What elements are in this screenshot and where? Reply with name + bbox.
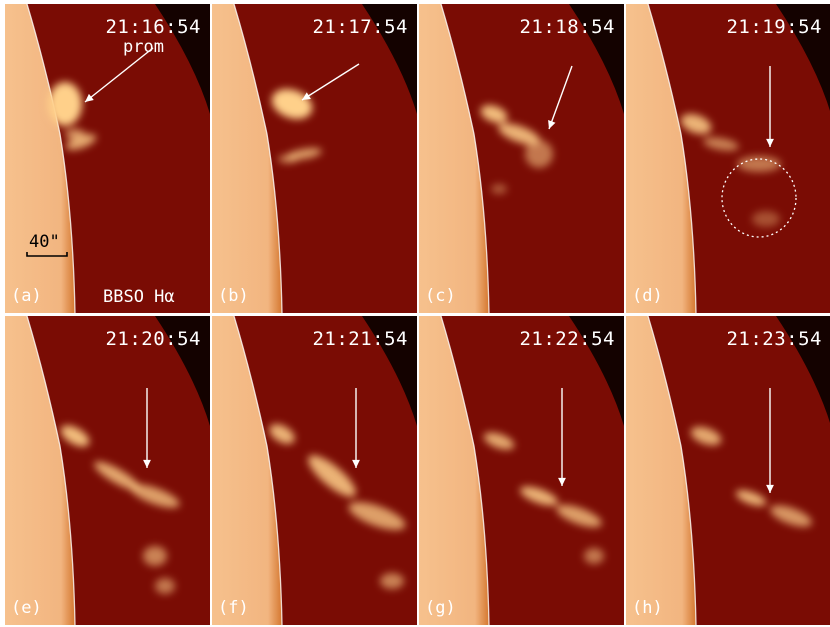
pointer-arrow [352, 388, 360, 468]
solar-limb-image [626, 316, 830, 625]
timestamp-label: 21:22:54 [519, 328, 615, 350]
cme-loop-outline [721, 158, 797, 238]
panel-label: (f) [218, 598, 249, 618]
scale-bar [26, 252, 68, 257]
halpha-frame-panel: 21:22:54 (g) [419, 316, 624, 625]
halpha-frame-panel: 21:21:54 (f) [212, 316, 417, 625]
image-mosaic: 21:16:54 (a) prom 40" BBSO Hα 21:17:54 (b) 21:1… [5, 4, 830, 626]
timestamp-label: 21:23:54 [726, 328, 822, 350]
pointer-arrow [766, 388, 774, 493]
timestamp-label: 21:19:54 [726, 16, 822, 38]
solar-limb-image [626, 4, 830, 313]
halpha-frame-panel: 21:20:54 (e) [5, 316, 210, 625]
panel-label: (g) [425, 598, 456, 618]
pointer-arrow [301, 63, 360, 101]
solar-limb-image [5, 316, 210, 625]
timestamp-label: 21:16:54 [105, 16, 201, 38]
halpha-frame-panel: 21:23:54 (h) [626, 316, 830, 625]
panel-label: (d) [632, 286, 663, 306]
instrument-label: BBSO Hα [103, 287, 175, 307]
scale-label: 40" [29, 232, 60, 252]
panel-label: (b) [218, 286, 249, 306]
solar-limb-image [419, 4, 624, 313]
pointer-arrow [558, 388, 566, 486]
halpha-frame-panel: 21:16:54 (a) prom 40" BBSO Hα [5, 4, 210, 313]
timestamp-label: 21:18:54 [519, 16, 615, 38]
pointer-arrow [84, 47, 154, 103]
timestamp-label: 21:20:54 [105, 328, 201, 350]
panel-label: (c) [425, 286, 456, 306]
solar-limb-image [212, 316, 417, 625]
pointer-arrow [766, 66, 774, 147]
halpha-frame-panel: 21:19:54 (d) [626, 4, 830, 313]
pointer-arrow [143, 388, 151, 468]
timestamp-label: 21:17:54 [312, 16, 408, 38]
timestamp-label: 21:21:54 [312, 328, 408, 350]
halpha-frame-panel: 21:17:54 (b) [212, 4, 417, 313]
solar-limb-image [212, 4, 417, 313]
panel-label: (e) [11, 598, 42, 618]
solar-limb-image [5, 4, 210, 313]
panel-label: (h) [632, 598, 663, 618]
prominence-label: prom [123, 37, 164, 57]
pointer-arrow [548, 65, 573, 130]
halpha-frame-panel: 21:18:54 (c) [419, 4, 624, 313]
solar-limb-image [419, 316, 624, 625]
panel-label: (a) [11, 286, 42, 306]
